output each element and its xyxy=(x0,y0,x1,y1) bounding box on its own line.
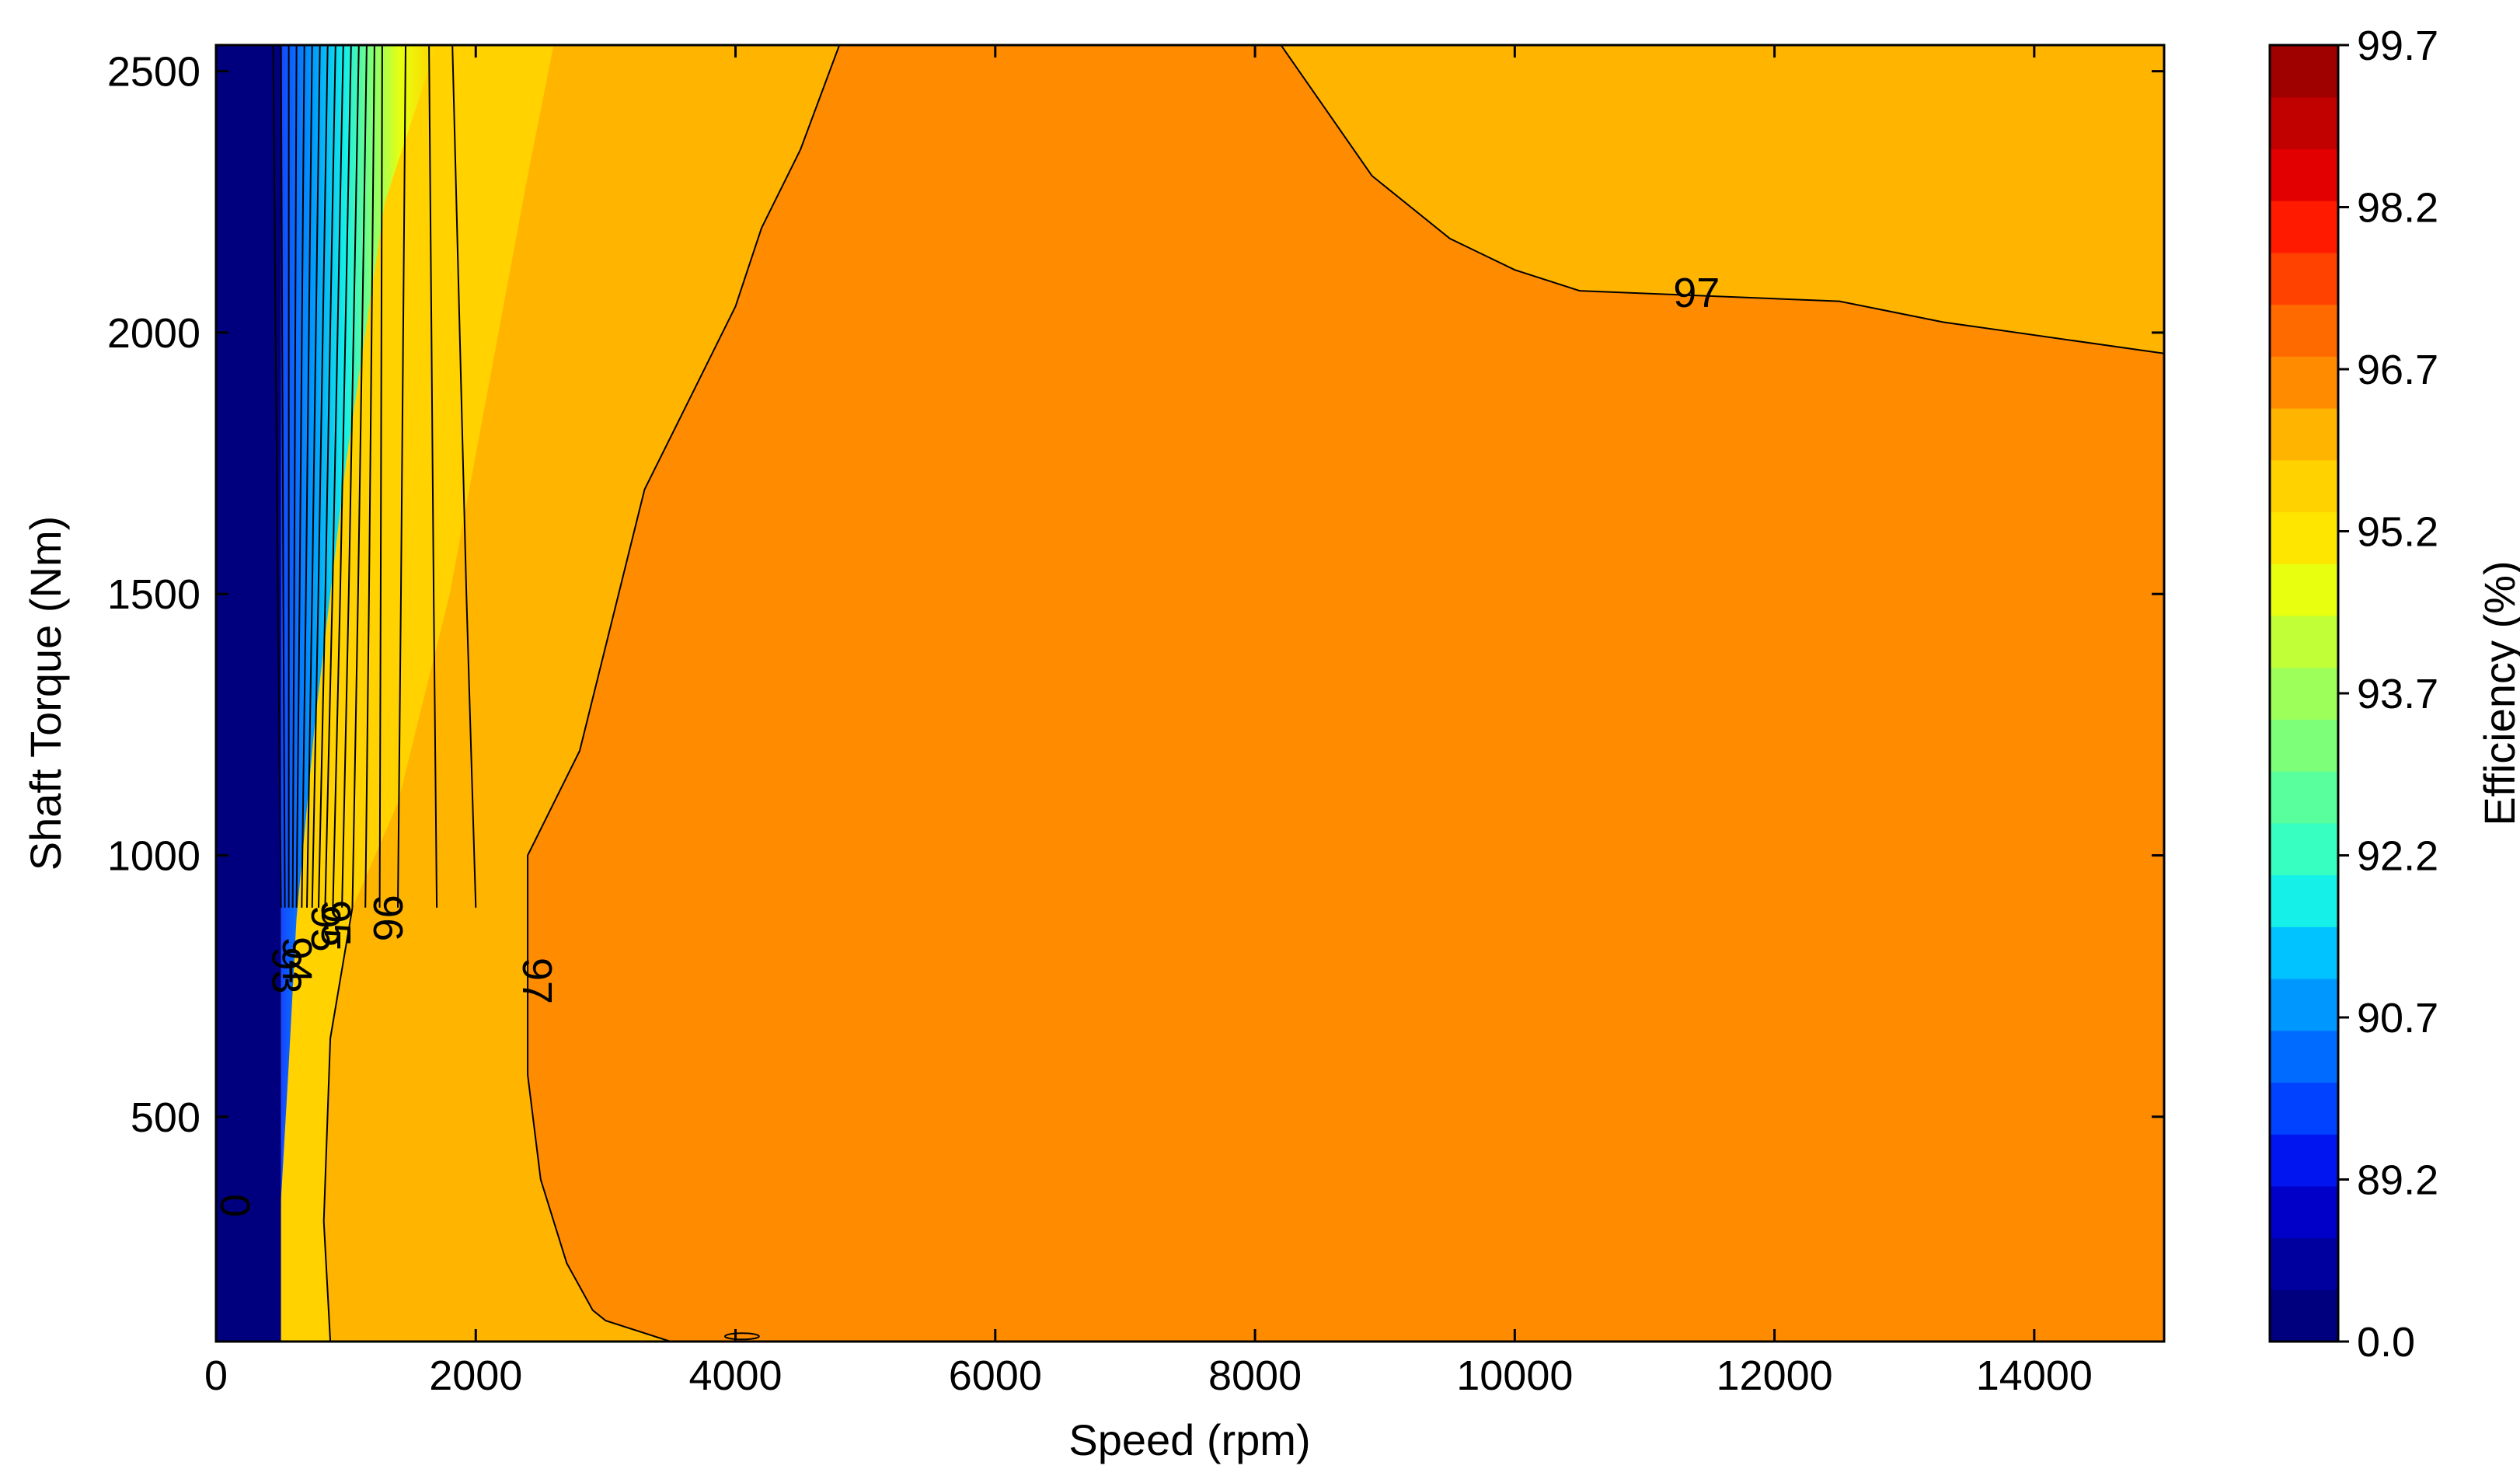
x-axis-title: Speed (rpm) xyxy=(1068,1415,1310,1464)
colorbar-tick-label: 0.0 xyxy=(2357,1319,2415,1366)
colorbar-band xyxy=(2270,1030,2338,1083)
region-0 xyxy=(216,45,281,1342)
colorbar-band xyxy=(2270,356,2338,409)
y-tick-label: 1500 xyxy=(107,571,200,618)
y-tick-label: 2500 xyxy=(107,49,200,96)
y-axis: 500 1000 1500 2000 2500 xyxy=(107,49,2164,1141)
contour-line xyxy=(364,45,375,908)
contour-line xyxy=(341,45,360,908)
contour-label: 93 xyxy=(263,947,310,993)
colorbar-band xyxy=(2270,1237,2338,1290)
contour-label: 0 xyxy=(211,1194,258,1217)
contour-line xyxy=(272,45,282,908)
contour-line xyxy=(428,45,438,908)
contour-96-lower xyxy=(322,907,354,1342)
colorbar-band xyxy=(2270,1185,2338,1239)
contour-line xyxy=(291,45,298,908)
colorbar-band xyxy=(2270,874,2338,927)
contour-line xyxy=(280,45,286,908)
x-axis: 0 2000 4000 6000 8000 10000 12000 14000 xyxy=(204,45,2093,1399)
contour-label: 97 xyxy=(514,958,560,1004)
colorbar-band xyxy=(2270,822,2338,876)
colorbar-band xyxy=(2270,1082,2338,1135)
colorbar-tick-label: 99.7 xyxy=(2357,23,2438,69)
contour-line xyxy=(301,45,313,908)
colorbar-band xyxy=(2270,304,2338,357)
x-tick-label: 4000 xyxy=(688,1352,782,1399)
plot-frame xyxy=(214,44,2166,1343)
contour-label: 94 xyxy=(274,937,320,983)
contour-line xyxy=(378,45,383,908)
colorbar-band xyxy=(2270,1289,2338,1342)
y-tick-label: 500 xyxy=(131,1094,200,1141)
contour-97-upper xyxy=(839,45,2164,354)
contour-label: 95 xyxy=(302,905,349,952)
y-tick-label: 1000 xyxy=(107,833,200,880)
x-tick-label: 2000 xyxy=(429,1352,522,1399)
colorbar-band xyxy=(2270,201,2338,253)
contour-label: 96 xyxy=(364,895,411,941)
colorbar-band xyxy=(2270,615,2338,668)
contour-line xyxy=(306,45,321,908)
colorbar-title: Efficiency (%) xyxy=(2475,560,2520,825)
colorbar-tick-label: 89.2 xyxy=(2357,1157,2438,1204)
colorbar-tick-label: 90.7 xyxy=(2357,995,2438,1042)
yellow-band xyxy=(281,45,554,1342)
x-tick-label: 10000 xyxy=(1456,1352,1573,1399)
x-tick-label: 0 xyxy=(204,1352,228,1399)
colorbar-band xyxy=(2270,771,2338,824)
contour-label: 97 xyxy=(1673,270,1720,316)
x-tick-label: 8000 xyxy=(1208,1352,1302,1399)
contour-97-lower xyxy=(527,45,841,1342)
colorbar-tick-label: 92.2 xyxy=(2357,833,2438,880)
colorbar-band xyxy=(2270,96,2338,150)
colorbar-band xyxy=(2270,511,2338,564)
colorbar-band xyxy=(2270,564,2338,616)
contour-line xyxy=(318,45,336,908)
colorbar-tick-label: 95.2 xyxy=(2357,509,2438,556)
colorbar-band xyxy=(2270,667,2338,720)
contour-line xyxy=(397,45,406,908)
colorbar-band xyxy=(2270,408,2338,461)
contour-line xyxy=(295,45,305,908)
x-tick-label: 6000 xyxy=(949,1352,1042,1399)
colorbar-band xyxy=(2270,926,2338,979)
x-tick-label: 14000 xyxy=(1976,1352,2093,1399)
contour-line xyxy=(324,45,344,908)
colorbar-band xyxy=(2270,148,2338,201)
colorbar-tick-label: 96.7 xyxy=(2357,347,2438,393)
colorbar-band xyxy=(2270,978,2338,1031)
colorbar-band xyxy=(2270,45,2338,98)
contour-island xyxy=(723,1332,760,1341)
colorbar-band xyxy=(2270,719,2338,772)
contour-line xyxy=(351,45,368,908)
colorbar-tick-label: 98.2 xyxy=(2357,185,2438,232)
y-tick-label: 2000 xyxy=(107,310,200,357)
region-97 xyxy=(528,45,2164,1342)
x-tick-label: 12000 xyxy=(1717,1352,1833,1399)
contour-label: 95 xyxy=(312,900,359,947)
contour-lines xyxy=(272,45,2164,1342)
contour-line xyxy=(332,45,352,908)
colorbar-band xyxy=(2270,459,2338,513)
colorbar-tick-label: 93.7 xyxy=(2357,671,2438,717)
colorbar-band xyxy=(2270,1134,2338,1187)
contour-line xyxy=(451,45,477,908)
contour-line xyxy=(311,45,329,908)
colorbar-band xyxy=(2270,252,2338,305)
y-axis-title: Shaft Torque (Nm) xyxy=(21,516,70,871)
colorbar: 0.0 89.2 90.7 92.2 93.7 95.2 96.7 98.2 99.7 xyxy=(2268,23,2438,1366)
